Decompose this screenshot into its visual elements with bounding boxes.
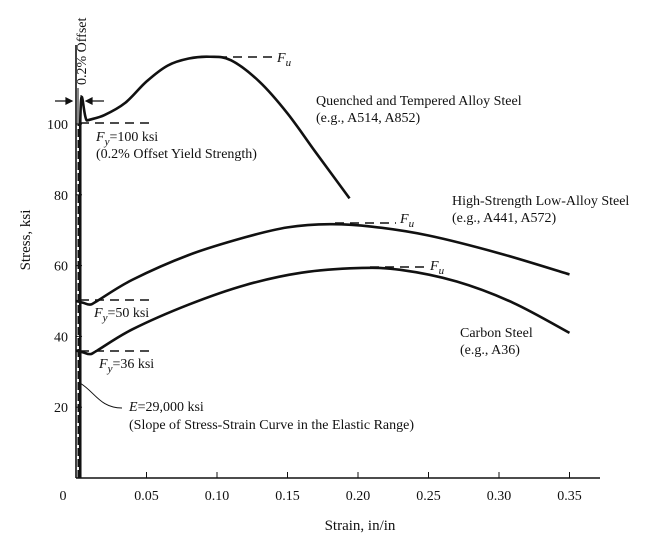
series-line-quenched-tempered — [78, 55, 351, 478]
y-tick-label: 40 — [54, 330, 68, 345]
modulus-label: E=29,000 ksi — [128, 400, 204, 415]
offset-label: 0.2% Offset — [75, 17, 90, 85]
series-example-hsla: (e.g., A441, A572) — [452, 211, 557, 226]
y-tick-label: 60 — [54, 260, 68, 275]
offset-arrow-icon — [55, 97, 104, 105]
y-tick-label: 80 — [54, 189, 68, 204]
y-tick-label: 20 — [54, 401, 68, 416]
series-example-qt: (e.g., A514, A852) — [316, 111, 421, 126]
axes — [75, 45, 600, 479]
x-tick-label: 0.25 — [416, 489, 441, 504]
fu-label-qt: Fu — [276, 51, 292, 69]
series-example-carbon: (e.g., A36) — [460, 343, 520, 358]
fu-label-hsla: Fu — [399, 212, 415, 230]
series-label-hsla: High-Strength Low-Alloy Steel — [452, 194, 629, 209]
modulus-note: (Slope of Stress-Strain Curve in the Ela… — [129, 418, 414, 433]
modulus-leader-line — [79, 382, 123, 409]
x-tick-label: 0.15 — [275, 489, 300, 504]
series-label-qt: Quenched and Tempered Alloy Steel — [316, 94, 522, 109]
fy-label-36: Fy=36 ksi — [98, 357, 154, 375]
x-tick-label: 0.20 — [346, 489, 371, 504]
x-axis-label: Strain, in/in — [325, 518, 396, 534]
y-tick-label: 100 — [47, 118, 68, 133]
x-tick-label: 0.35 — [557, 489, 582, 504]
x-tick-label: 0.30 — [487, 489, 512, 504]
x-tick-label: 0.05 — [134, 489, 159, 504]
series-line-carbon — [75, 266, 571, 356]
x-tick-label: 0.10 — [205, 489, 230, 504]
fy-note: (0.2% Offset Yield Strength) — [96, 147, 257, 162]
fy-label-50: Fy=50 ksi — [93, 306, 149, 324]
fy-label-100: Fy=100 ksi — [95, 130, 158, 148]
x-tick-label: 0 — [60, 489, 67, 504]
y-axis-label: Stress, ksi — [18, 210, 34, 271]
series-label-carbon: Carbon Steel — [460, 326, 533, 341]
fu-label-carbon: Fu — [429, 259, 445, 277]
series-line-hsla — [75, 222, 570, 306]
